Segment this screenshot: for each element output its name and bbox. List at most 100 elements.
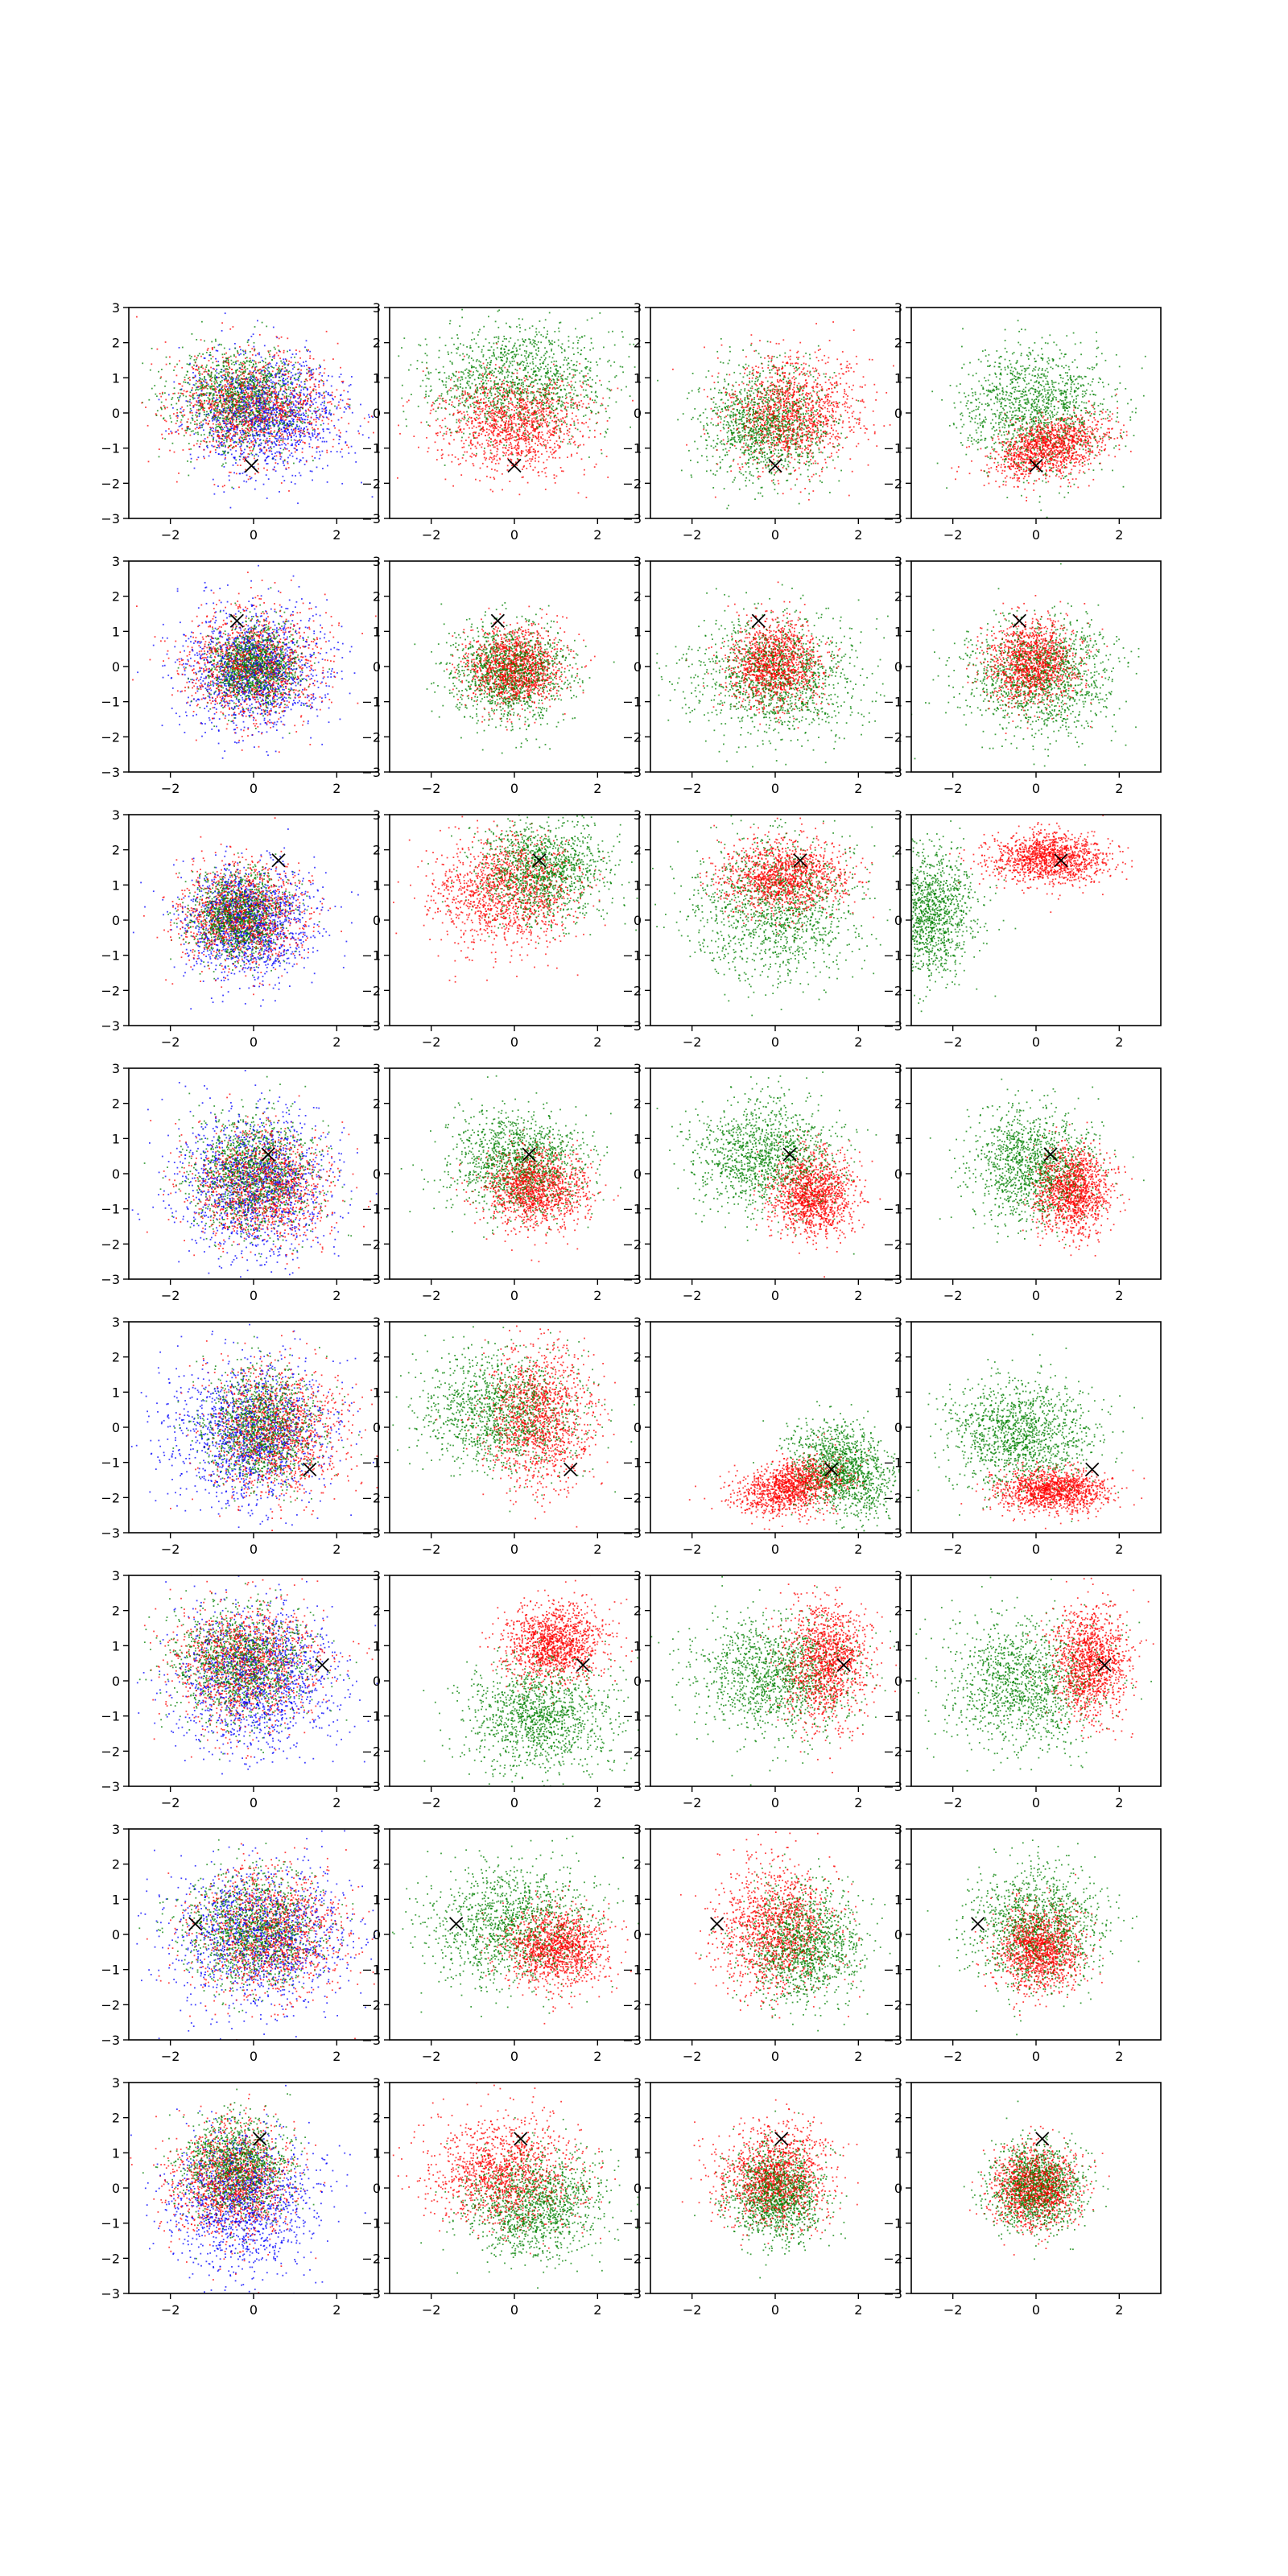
y-tick-label: 2 [894, 336, 902, 351]
y-tick-label: 0 [112, 406, 120, 421]
y-tick-label: 2 [634, 2111, 642, 2126]
y-tick-label: 0 [634, 659, 642, 675]
y-tick-label: −2 [101, 2251, 120, 2266]
y-tick-label: 0 [112, 1420, 120, 1435]
y-tick-label: −1 [101, 948, 120, 964]
y-tick-label: −1 [883, 1455, 902, 1471]
y-tick-label: −2 [101, 1744, 120, 1759]
y-tick-label: 1 [894, 370, 902, 386]
y-tick-label: −3 [101, 1779, 120, 1794]
y-tick-label: −3 [622, 1525, 642, 1541]
y-tick-label: 1 [373, 1638, 381, 1653]
x-tick-label: −2 [422, 1795, 441, 1810]
y-tick-label: −2 [883, 1997, 902, 2013]
y-tick-label: 1 [373, 877, 381, 893]
y-tick-label: 0 [894, 1927, 902, 1942]
y-tick-label: 2 [373, 1604, 381, 1619]
y-tick-label: 3 [112, 807, 120, 823]
y-tick-label: −2 [622, 729, 642, 745]
y-tick-label: 2 [634, 1857, 642, 1872]
y-tick-label: −1 [622, 1455, 642, 1471]
x-tick-label: −2 [943, 1034, 963, 1050]
y-tick-label: 0 [112, 2181, 120, 2196]
x-tick-label: −2 [422, 781, 441, 796]
y-tick-label: 2 [894, 1857, 902, 1872]
y-tick-label: 3 [112, 1061, 120, 1076]
x-tick-label: −2 [683, 527, 702, 543]
y-tick-label: 1 [894, 2145, 902, 2161]
y-tick-label: 0 [373, 1674, 381, 1689]
x-tick-label: −2 [943, 527, 963, 543]
x-tick-label: −2 [161, 1034, 180, 1050]
y-tick-label: −1 [101, 695, 120, 710]
y-tick-label: −1 [883, 1202, 902, 1217]
y-tick-label: 0 [894, 2181, 902, 2196]
x-tick-label: 0 [510, 2302, 518, 2318]
x-tick-label: −2 [943, 781, 963, 796]
y-tick-label: −1 [883, 441, 902, 456]
y-tick-label: 0 [112, 1674, 120, 1689]
y-tick-label: 3 [112, 1315, 120, 1330]
x-tick-label: 2 [593, 1288, 601, 1303]
y-tick-label: 0 [373, 406, 381, 421]
y-tick-label: 2 [894, 843, 902, 858]
y-tick-label: 2 [634, 336, 642, 351]
x-tick-label: −2 [422, 2049, 441, 2064]
y-tick-label: −3 [361, 2286, 381, 2301]
y-tick-label: 3 [894, 1822, 902, 1837]
y-tick-label: −3 [361, 1779, 381, 1794]
x-tick-label: 2 [1115, 2302, 1123, 2318]
x-tick-label: −2 [943, 2302, 963, 2318]
y-tick-label: 2 [894, 589, 902, 605]
y-tick-label: −2 [361, 476, 381, 491]
x-tick-label: −2 [422, 527, 441, 543]
y-tick-label: −2 [622, 2251, 642, 2266]
y-tick-label: 1 [373, 1131, 381, 1146]
y-tick-label: 3 [373, 554, 381, 569]
x-tick-label: 0 [771, 1288, 779, 1303]
x-tick-label: 2 [593, 1795, 601, 1810]
y-tick-label: −1 [622, 441, 642, 456]
y-tick-label: 3 [634, 2075, 642, 2091]
y-tick-label: 2 [373, 1350, 381, 1365]
y-tick-label: −3 [883, 1272, 902, 1287]
y-tick-label: 3 [373, 807, 381, 823]
x-tick-label: 2 [593, 2302, 601, 2318]
x-tick-label: −2 [683, 1288, 702, 1303]
y-tick-label: −3 [883, 1525, 902, 1541]
y-tick-label: −2 [361, 2251, 381, 2266]
x-tick-label: 2 [332, 2302, 341, 2318]
y-tick-label: 3 [373, 1061, 381, 1076]
y-tick-label: −3 [883, 2033, 902, 2048]
y-tick-label: −3 [101, 1525, 120, 1541]
x-tick-label: −2 [161, 2049, 180, 2064]
y-tick-label: 1 [373, 2145, 381, 2161]
y-tick-label: −3 [622, 1779, 642, 1794]
y-tick-label: −2 [101, 476, 120, 491]
y-tick-label: 0 [373, 659, 381, 675]
y-tick-label: 3 [112, 554, 120, 569]
x-tick-label: 0 [771, 1542, 779, 1557]
y-tick-label: 1 [112, 370, 120, 386]
y-tick-label: −3 [883, 765, 902, 780]
y-tick-label: 2 [634, 589, 642, 605]
y-tick-label: 0 [634, 2181, 642, 2196]
y-tick-label: −2 [361, 983, 381, 998]
y-tick-label: 0 [634, 1166, 642, 1182]
x-tick-label: 0 [1032, 1542, 1040, 1557]
y-tick-label: −3 [622, 2286, 642, 2301]
y-tick-label: 2 [894, 1096, 902, 1112]
y-tick-label: −3 [101, 1018, 120, 1034]
y-tick-label: −2 [883, 2251, 902, 2266]
x-tick-label: 0 [250, 1542, 258, 1557]
y-tick-label: 0 [112, 913, 120, 928]
y-tick-label: −1 [361, 695, 381, 710]
y-tick-label: −2 [622, 1236, 642, 1252]
y-tick-label: 1 [373, 624, 381, 639]
x-tick-label: 2 [1115, 1034, 1123, 1050]
x-tick-label: −2 [161, 781, 180, 796]
y-tick-label: 1 [634, 2145, 642, 2161]
y-tick-label: −1 [101, 441, 120, 456]
y-tick-label: 2 [373, 1096, 381, 1112]
x-tick-label: −2 [683, 1795, 702, 1810]
